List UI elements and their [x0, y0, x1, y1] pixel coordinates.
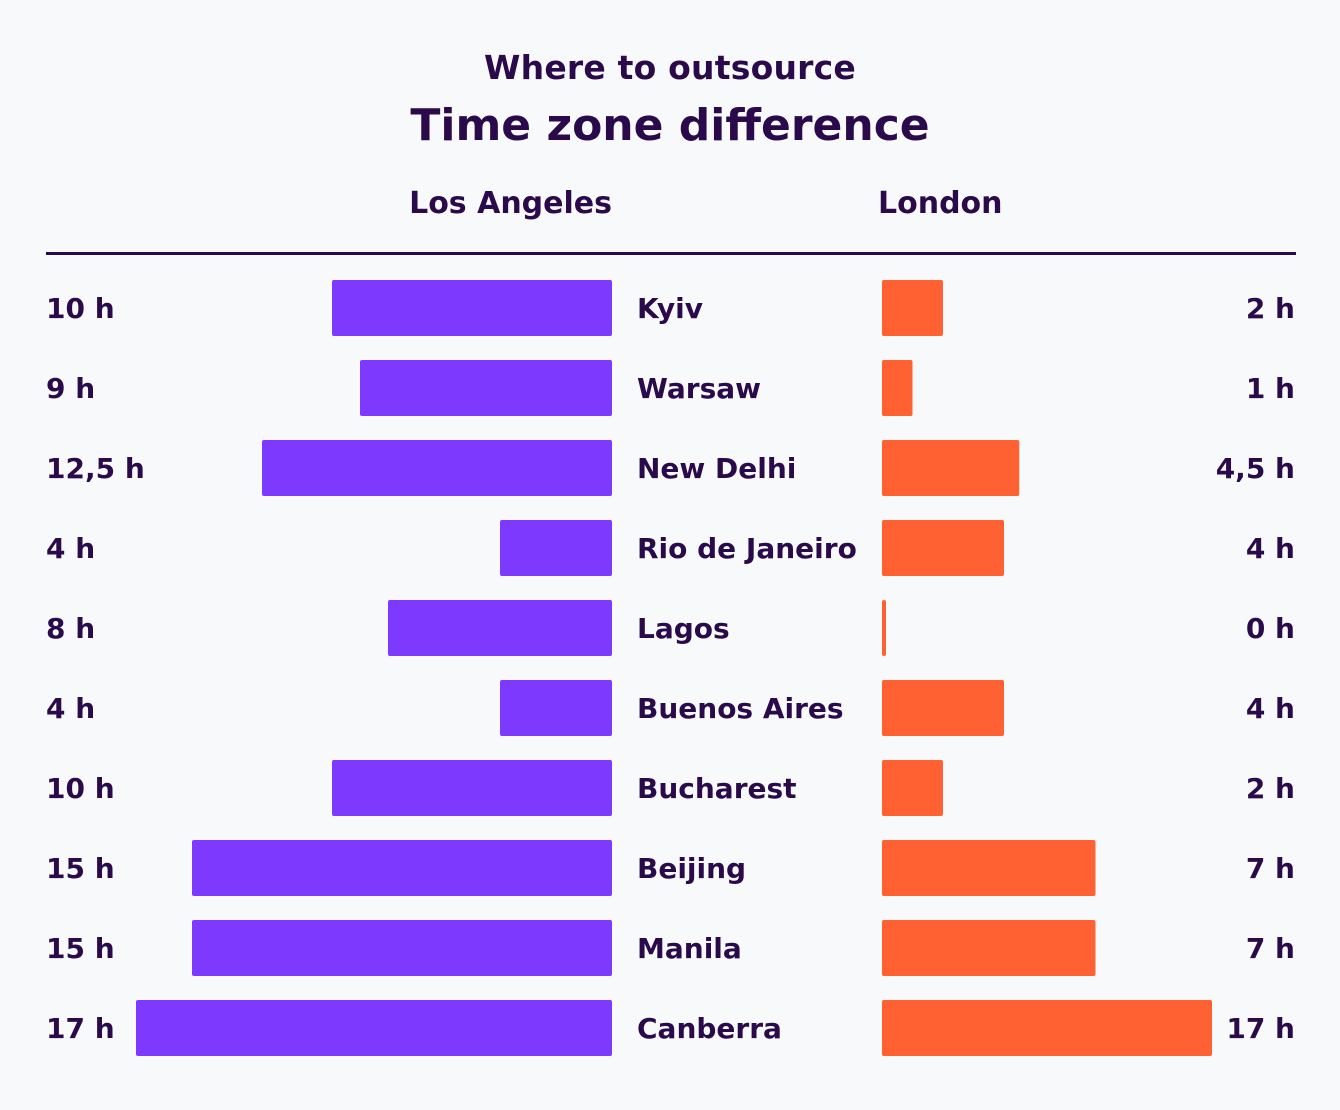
bar-los-angeles-kyiv — [332, 280, 612, 336]
value-label-los-angeles-canberra: 17 h — [46, 1012, 115, 1045]
header-divider — [46, 252, 1296, 255]
category-label-manila: Manila — [637, 932, 742, 965]
category-label-beijing: Beijing — [637, 852, 746, 885]
value-label-london-manila: 7 h — [1246, 932, 1295, 965]
bar-london-kyiv — [882, 280, 943, 336]
category-label-kyiv: Kyiv — [637, 292, 703, 325]
bar-london-lagos — [882, 600, 886, 656]
bar-london-rio-de-janeiro — [882, 520, 1004, 576]
value-label-london-new-delhi: 4,5 h — [1216, 452, 1295, 485]
chart-subtitle: Where to outsource — [484, 48, 856, 87]
bar-london-buenos-aires — [882, 680, 1004, 736]
category-label-lagos: Lagos — [637, 612, 730, 645]
value-label-los-angeles-new-delhi: 12,5 h — [46, 452, 145, 485]
value-label-london-rio-de-janeiro: 4 h — [1246, 532, 1295, 565]
bar-los-angeles-warsaw — [360, 360, 612, 416]
category-label-rio-de-janeiro: Rio de Janeiro — [637, 532, 857, 565]
value-label-london-bucharest: 2 h — [1246, 772, 1295, 805]
category-label-warsaw: Warsaw — [637, 372, 761, 405]
value-label-los-angeles-beijing: 15 h — [46, 852, 115, 885]
value-label-los-angeles-bucharest: 10 h — [46, 772, 115, 805]
bar-london-bucharest — [882, 760, 943, 816]
value-label-london-warsaw: 1 h — [1246, 372, 1295, 405]
value-label-los-angeles-rio-de-janeiro: 4 h — [46, 532, 95, 565]
bar-los-angeles-bucharest — [332, 760, 612, 816]
bar-los-angeles-canberra — [136, 1000, 612, 1056]
value-label-london-kyiv: 2 h — [1246, 292, 1295, 325]
category-label-bucharest: Bucharest — [637, 772, 797, 805]
value-label-london-buenos-aires: 4 h — [1246, 692, 1295, 725]
value-label-los-angeles-kyiv: 10 h — [46, 292, 115, 325]
column-header-los-angeles: Los Angeles — [409, 186, 612, 221]
bar-los-angeles-beijing — [192, 840, 612, 896]
value-label-los-angeles-lagos: 8 h — [46, 612, 95, 645]
bar-london-beijing — [882, 840, 1096, 896]
value-label-london-canberra: 17 h — [1226, 1012, 1295, 1045]
category-label-new-delhi: New Delhi — [637, 452, 796, 485]
bar-london-canberra — [882, 1000, 1212, 1056]
category-label-buenos-aires: Buenos Aires — [637, 692, 844, 725]
category-label-canberra: Canberra — [637, 1012, 782, 1045]
bar-los-angeles-new-delhi — [262, 440, 612, 496]
value-label-london-lagos: 0 h — [1246, 612, 1295, 645]
column-header-london: London — [878, 186, 1003, 221]
bar-london-manila — [882, 920, 1096, 976]
value-label-los-angeles-manila: 15 h — [46, 932, 115, 965]
value-label-london-beijing: 7 h — [1246, 852, 1295, 885]
value-label-los-angeles-warsaw: 9 h — [46, 372, 95, 405]
chart-title: Time zone difference — [410, 100, 930, 151]
bar-los-angeles-buenos-aires — [500, 680, 612, 736]
bar-los-angeles-manila — [192, 920, 612, 976]
value-label-los-angeles-buenos-aires: 4 h — [46, 692, 95, 725]
bar-london-warsaw — [882, 360, 913, 416]
bar-los-angeles-rio-de-janeiro — [500, 520, 612, 576]
bar-london-new-delhi — [882, 440, 1020, 496]
bar-los-angeles-lagos — [388, 600, 612, 656]
